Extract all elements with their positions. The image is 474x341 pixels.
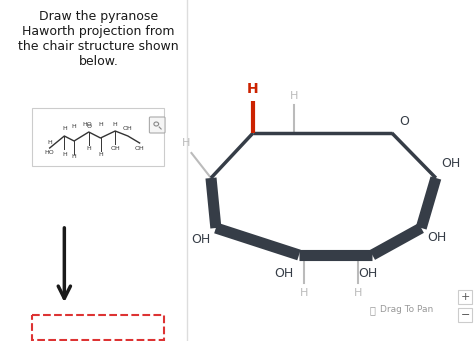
Text: H: H: [72, 123, 76, 129]
Text: OH: OH: [358, 267, 377, 280]
Bar: [32, 315, 164, 340]
Text: OH: OH: [427, 231, 447, 244]
Text: H: H: [62, 127, 67, 132]
Text: H: H: [98, 122, 103, 128]
Text: H: H: [47, 139, 52, 145]
Text: H: H: [247, 82, 259, 96]
Text: 👋: 👋: [369, 305, 375, 315]
Text: OH: OH: [275, 267, 294, 280]
Text: OH: OH: [191, 233, 210, 246]
Text: H: H: [182, 138, 191, 148]
FancyBboxPatch shape: [458, 290, 472, 304]
Text: O: O: [86, 124, 91, 130]
Text: O: O: [400, 115, 410, 128]
Text: H: H: [290, 91, 298, 101]
Text: H: H: [72, 154, 76, 160]
Text: H: H: [62, 151, 67, 157]
Text: H: H: [98, 152, 103, 158]
Text: +: +: [461, 292, 470, 302]
Text: OH: OH: [123, 127, 133, 132]
Text: H: H: [113, 122, 118, 128]
Text: −: −: [461, 310, 470, 320]
Text: H: H: [354, 288, 362, 298]
Bar: [32, 108, 164, 166]
Text: HO: HO: [82, 122, 91, 128]
Text: OH: OH: [110, 146, 120, 150]
Text: HO: HO: [45, 150, 55, 155]
Text: OH: OH: [135, 146, 145, 150]
FancyBboxPatch shape: [149, 117, 165, 133]
FancyBboxPatch shape: [458, 308, 472, 322]
Text: Draw the pyranose
Haworth projection from
the chair structure shown
below.: Draw the pyranose Haworth projection fro…: [18, 10, 179, 68]
Text: H: H: [86, 147, 91, 151]
Text: H: H: [300, 288, 308, 298]
Text: OH: OH: [442, 157, 461, 170]
Text: Drag To Pan: Drag To Pan: [380, 306, 433, 314]
